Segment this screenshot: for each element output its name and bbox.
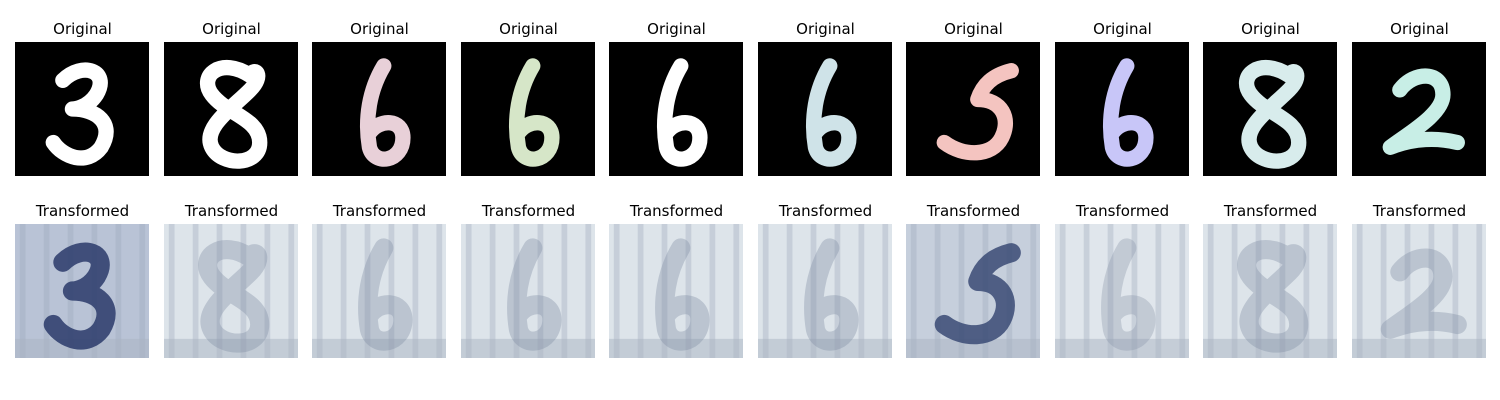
panel-title: Transformed bbox=[184, 202, 279, 220]
panel-title: Original bbox=[1093, 20, 1152, 38]
transformed-image bbox=[461, 224, 595, 358]
transformed-image bbox=[1055, 224, 1189, 358]
original-panel: Original bbox=[461, 18, 596, 178]
panel-title: Original bbox=[796, 20, 855, 38]
panel-title: Transformed bbox=[332, 202, 427, 220]
original-panel: Original bbox=[758, 18, 893, 178]
transformed-stroke bbox=[1237, 240, 1309, 353]
panel-title: Transformed bbox=[1372, 202, 1467, 220]
original-panel: Original bbox=[15, 18, 150, 178]
digit-stroke bbox=[200, 59, 268, 169]
transformed-image bbox=[609, 224, 743, 358]
panel-title: Original bbox=[1241, 20, 1300, 38]
original-panel: Original bbox=[1352, 18, 1487, 178]
transformed-stroke bbox=[655, 238, 710, 351]
transformed-panel: Transformed bbox=[1352, 200, 1487, 360]
digit-stroke bbox=[509, 58, 560, 167]
panel-title: Transformed bbox=[35, 202, 130, 220]
digit-image bbox=[1055, 42, 1189, 176]
transformed-image bbox=[312, 224, 446, 358]
digit-image bbox=[758, 42, 892, 176]
transformed-stroke bbox=[804, 238, 859, 351]
digit-image bbox=[1203, 42, 1337, 176]
digit-stroke bbox=[1382, 68, 1465, 155]
panel-title: Original bbox=[499, 20, 558, 38]
digit-stroke bbox=[360, 58, 411, 167]
digit-image bbox=[461, 42, 595, 176]
digit-image bbox=[15, 42, 149, 176]
digit-image bbox=[164, 42, 298, 176]
panel-title: Transformed bbox=[481, 202, 576, 220]
original-panel: Original bbox=[164, 18, 299, 178]
transformed-image bbox=[1352, 224, 1486, 358]
original-row: Original Original Original Original Original… bbox=[0, 18, 1500, 178]
panel-title: Transformed bbox=[926, 202, 1021, 220]
transformed-stroke bbox=[43, 242, 116, 350]
transformed-row: Transformed Transformed Transformed Transfo… bbox=[0, 200, 1500, 360]
panel-title: Original bbox=[944, 20, 1003, 38]
transformed-panel: Transformed bbox=[609, 200, 744, 360]
transformed-image bbox=[164, 224, 298, 358]
transformed-image bbox=[1203, 224, 1337, 358]
transformed-image bbox=[15, 224, 149, 358]
transformed-panel: Transformed bbox=[164, 200, 299, 360]
transformed-stroke bbox=[934, 243, 1021, 345]
original-panel: Original bbox=[906, 18, 1041, 178]
transformed-stroke bbox=[198, 240, 270, 353]
original-panel: Original bbox=[1203, 18, 1338, 178]
panel-title: Transformed bbox=[1223, 202, 1318, 220]
digit-stroke bbox=[936, 63, 1019, 161]
transformed-stroke bbox=[1380, 248, 1467, 339]
digit-image bbox=[1352, 42, 1486, 176]
panel-title: Original bbox=[1390, 20, 1449, 38]
digit-image bbox=[312, 42, 446, 176]
transformed-stroke bbox=[1101, 238, 1156, 351]
panel-title: Transformed bbox=[778, 202, 873, 220]
transformed-panel: Transformed bbox=[461, 200, 596, 360]
digit-stroke bbox=[1239, 59, 1307, 169]
digit-stroke bbox=[1103, 58, 1154, 167]
transformed-stroke bbox=[358, 238, 413, 351]
digit-image bbox=[906, 42, 1040, 176]
transformed-stroke bbox=[507, 238, 562, 351]
panel-title: Original bbox=[202, 20, 261, 38]
original-panel: Original bbox=[1055, 18, 1190, 178]
panel-title: Original bbox=[350, 20, 409, 38]
original-panel: Original bbox=[312, 18, 447, 178]
panel-title: Original bbox=[647, 20, 706, 38]
original-panel: Original bbox=[609, 18, 744, 178]
transformed-panel: Transformed bbox=[906, 200, 1041, 360]
panel-title: Transformed bbox=[1075, 202, 1170, 220]
transformed-panel: Transformed bbox=[758, 200, 893, 360]
panel-title: Transformed bbox=[629, 202, 724, 220]
transformed-image bbox=[906, 224, 1040, 358]
digit-stroke bbox=[657, 58, 708, 167]
transformed-image bbox=[758, 224, 892, 358]
digit-stroke bbox=[806, 58, 857, 167]
transformed-panel: Transformed bbox=[1203, 200, 1338, 360]
transformed-panel: Transformed bbox=[312, 200, 447, 360]
transformed-panel: Transformed bbox=[1055, 200, 1190, 360]
panel-title: Original bbox=[53, 20, 112, 38]
transformed-panel: Transformed bbox=[15, 200, 150, 360]
digit-stroke bbox=[45, 62, 114, 166]
digit-image bbox=[609, 42, 743, 176]
